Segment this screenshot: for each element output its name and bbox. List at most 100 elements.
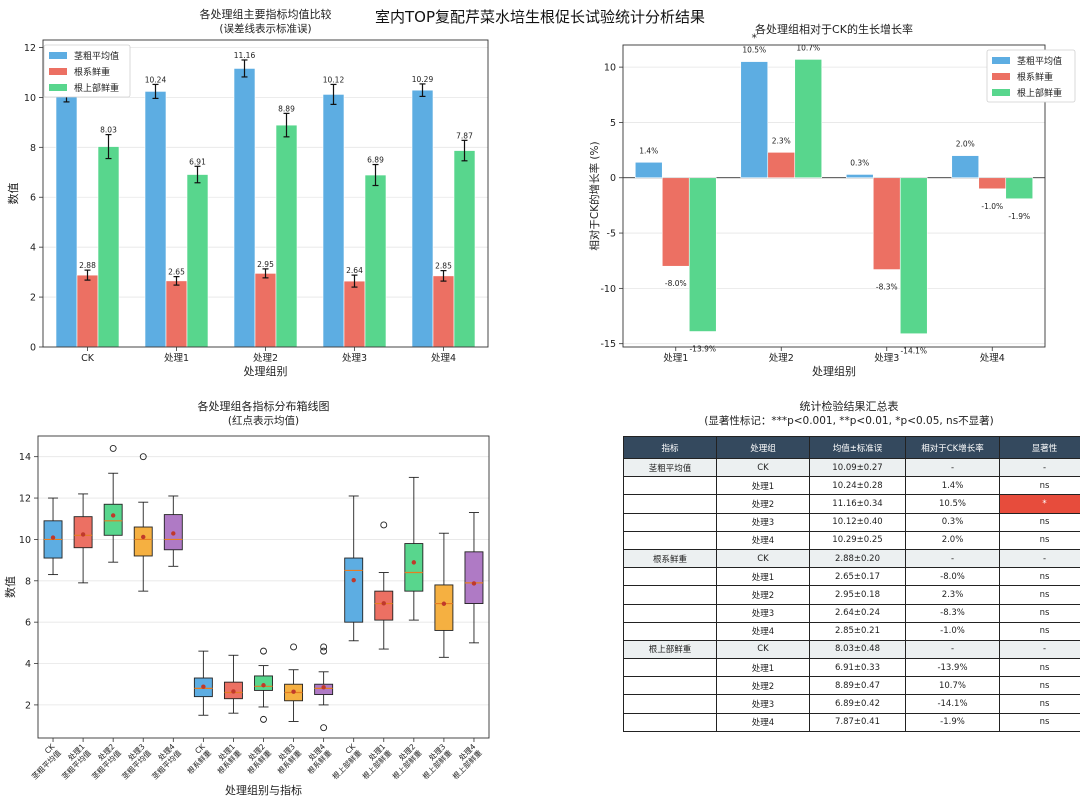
table-header-row: 指标 处理组 均值±标准误 相对于CK增长率 显著性 — [623, 436, 1080, 459]
c3-outlier — [320, 724, 328, 732]
c1-bar — [144, 91, 167, 348]
c1-data-label: 10.12 — [323, 75, 345, 84]
c3-xtick-label: CK根系鲜重 — [179, 741, 214, 776]
table-cell: 10.29±0.25 — [809, 530, 906, 550]
c1-xtick-label: 处理4 — [431, 352, 456, 364]
table-cell — [623, 530, 717, 550]
c3-xtick-label: 处理4茎粗平均值 — [143, 741, 183, 781]
c2-bar — [740, 61, 769, 179]
c3-ytick-label: 8 — [25, 576, 31, 587]
table-cell — [623, 658, 717, 678]
table-cell: ns — [999, 567, 1080, 587]
c3-xtick-label: 处理1茎粗平均值 — [53, 741, 93, 781]
table-row: 根上部鲜重 CK 8.03±0.48- - — [623, 639, 1080, 660]
table-cell: 2.85±0.21 — [809, 621, 906, 641]
c3-subtitle: (红点表示均值) — [228, 414, 299, 427]
table-cell: ns — [999, 512, 1080, 532]
c3-outlier — [139, 453, 147, 461]
c3-box — [404, 543, 424, 592]
c3-outlier — [260, 647, 267, 655]
c3-outlier — [109, 444, 117, 452]
c3-box — [73, 516, 93, 549]
table-cell: 10.24±0.28 — [809, 476, 906, 496]
c2-significance-marker: * — [752, 32, 758, 45]
c1-bar — [233, 68, 256, 348]
c3-mean-dot — [291, 689, 296, 694]
table-subtitle: (显著性标记：***p<0.001, **p<0.01, *p<0.05, ns… — [704, 414, 994, 427]
table-cell — [623, 585, 717, 605]
table-cell: 2.0% — [905, 530, 1000, 550]
c3-ylabel: 数值 — [4, 576, 17, 598]
c3-outlier — [320, 643, 328, 651]
c1-xtick-label: 处理3 — [342, 352, 367, 364]
table-cell: 10.7% — [905, 676, 1000, 696]
c1-data-label: 11.16 — [234, 51, 256, 60]
table-cell — [623, 621, 717, 641]
c1-bar — [411, 89, 434, 348]
c2-data-label: 1.4% — [639, 146, 658, 155]
c2-bar — [688, 177, 717, 332]
c1-ylabel: 数值 — [7, 183, 20, 205]
table-cell: 处理1 — [716, 658, 810, 678]
c3-box — [434, 584, 454, 631]
table-cell: ns — [999, 585, 1080, 605]
c1-legend-swatch — [49, 68, 67, 75]
table-row: 处理2 2.95±0.18 2.3% ns — [623, 585, 1080, 605]
c3-box — [344, 557, 364, 623]
c2-data-label: 2.3% — [772, 136, 791, 145]
table-row: 处理1 2.65±0.17 -8.0% ns — [623, 567, 1080, 587]
c1-data-label: 8.89 — [278, 104, 295, 113]
c1-legend-label: 根系鲜重 — [74, 66, 110, 78]
table-row: 根系鲜重 CK 2.88±0.20- - — [623, 548, 1080, 569]
table-cell: 11.16±0.34 — [809, 494, 906, 514]
table-row: 处理2 11.16±0.34 10.5% * — [623, 494, 1080, 514]
table-row: 茎粗平均值 CK 10.09±0.27- - — [623, 457, 1080, 478]
table-cell: ns — [999, 694, 1080, 714]
c1-legend-label: 茎粗平均值 — [74, 50, 119, 62]
c3-ytick-label: 14 — [19, 452, 31, 463]
table-cell — [623, 476, 717, 496]
table-header-cell: 显著性 — [999, 436, 1080, 459]
c1-data-label: 8.03 — [100, 126, 117, 135]
table-cell: - — [905, 639, 1000, 660]
figure-title: 室内TOP复配芹菜水培生根促长试验统计分析结果 — [374, 8, 706, 26]
c3-mean-dot — [110, 513, 116, 518]
c3-ytick-label: 6 — [25, 618, 31, 629]
table-header-cell: 处理组 — [716, 436, 810, 459]
c2-bar — [794, 59, 823, 179]
c2-xlabel: 处理组别 — [812, 364, 856, 378]
c3-xtick-label: 处理1根上部鲜重 — [354, 741, 394, 781]
c2-data-label: -1.9% — [1008, 212, 1030, 221]
c3-mean-dot — [261, 683, 266, 688]
table-cell — [623, 494, 717, 514]
c2-legend-label: 根系鲜重 — [1017, 71, 1053, 83]
table-cell: - — [905, 457, 1000, 478]
c1-data-label: 2.95 — [257, 260, 274, 269]
table-cell: - — [999, 639, 1080, 660]
c3-mean-dot — [411, 560, 417, 565]
c3-box — [103, 503, 123, 536]
c2-bar — [978, 177, 1007, 190]
c3-mean-dot — [231, 689, 236, 694]
c3-outlier — [260, 715, 267, 723]
table-row: 处理4 2.85±0.21 -1.0% ns — [623, 621, 1080, 641]
table-row: 处理3 6.89±0.42 -14.1% ns — [623, 694, 1080, 714]
table-row: 处理3 10.12±0.40 0.3% ns — [623, 512, 1080, 532]
table-cell: -14.1% — [905, 694, 1000, 714]
table-cell: 10.09±0.27 — [809, 457, 906, 478]
c3-axes-frame — [37, 435, 490, 739]
c2-legend-swatch — [992, 57, 1010, 64]
c1-data-label: 2.65 — [168, 268, 185, 277]
c2-bar — [767, 152, 796, 179]
table-cell: -1.9% — [905, 712, 1000, 732]
stats-table: 指标 处理组 均值±标准误 相对于CK增长率 显著性 茎粗平均值 CK 10.09±0.27… — [623, 436, 1080, 732]
c1-data-label: 6.91 — [189, 157, 206, 166]
table-cell: CK — [716, 548, 810, 569]
table-cell: 处理3 — [716, 603, 810, 623]
c3-box — [374, 590, 394, 621]
c1-bar — [275, 124, 298, 348]
table-cell: 1.4% — [905, 476, 1000, 496]
c2-ytick-label: -10 — [600, 284, 616, 295]
